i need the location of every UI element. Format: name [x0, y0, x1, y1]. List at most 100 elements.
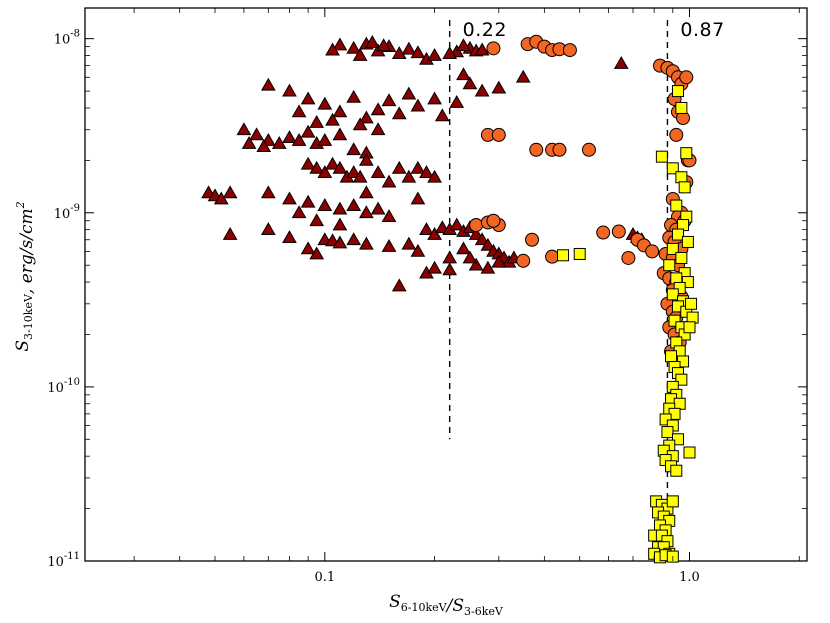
triangles-point-73 — [419, 165, 434, 179]
triangles-point-43 — [491, 80, 507, 94]
squares-point-18 — [673, 281, 686, 294]
triangles-point-20 — [282, 83, 297, 97]
triangles-point-97 — [309, 246, 325, 260]
triangles-point-6 — [352, 48, 368, 61]
triangles-point-120 — [456, 241, 471, 255]
data-points — [201, 34, 699, 564]
squares-point-42 — [671, 433, 684, 446]
triangles-point-71 — [401, 169, 417, 183]
circles-point-8 — [491, 127, 506, 142]
triangles-point-93 — [222, 227, 238, 240]
triangles-point-17 — [456, 38, 471, 52]
squares-point-73 — [685, 297, 698, 310]
triangles-point-69 — [381, 174, 397, 188]
squares-point-11 — [681, 235, 694, 248]
triangles-point-100 — [332, 235, 348, 249]
triangles-point-128 — [442, 262, 458, 276]
triangles-point-22 — [317, 96, 333, 110]
triangles-point-34 — [309, 114, 325, 128]
triangles-point-105 — [419, 222, 434, 236]
reference-line-label-1: 0.87 — [680, 19, 724, 41]
triangles-point-79 — [282, 191, 297, 205]
triangles-point-45 — [236, 122, 252, 136]
triangles-point-50 — [291, 133, 307, 146]
triangles-point-39 — [449, 94, 465, 108]
triangles-point-21 — [300, 91, 316, 105]
triangles-point-94 — [260, 222, 276, 236]
circles-point-25 — [645, 244, 660, 259]
triangles-point-41 — [456, 67, 471, 81]
triangles-point-68 — [370, 165, 386, 179]
triangles-point-11 — [410, 45, 426, 59]
triangles-point-10 — [401, 41, 417, 55]
squares-point-7 — [670, 199, 683, 212]
triangles-point-63 — [332, 160, 348, 174]
axis-ticks: 0.1 1.0 10-11 10-10 10-9 10-8 — [47, 8, 807, 585]
triangles-point-59 — [300, 156, 316, 170]
squares-point-41 — [661, 426, 674, 439]
triangles-point-125 — [391, 278, 407, 292]
squares-point-46 — [683, 446, 696, 459]
squares-point-19 — [666, 288, 679, 301]
squares-point-1 — [675, 101, 688, 114]
triangles-point-0 — [332, 37, 348, 51]
squares-point-53 — [666, 495, 679, 508]
triangles-point-85 — [370, 201, 386, 215]
squares-point-14 — [663, 259, 676, 272]
triangles-point-60 — [309, 160, 325, 174]
squares-point-10 — [671, 228, 684, 241]
triangles-point-84 — [358, 205, 374, 219]
triangles-point-19 — [474, 42, 490, 56]
triangles-point-83 — [346, 198, 362, 211]
triangles-point-66 — [352, 169, 368, 183]
triangles-point-51 — [300, 124, 316, 138]
triangles-point-131 — [613, 55, 629, 69]
triangles-point-27 — [381, 93, 397, 107]
triangles-point-40 — [462, 76, 478, 90]
triangles-point-89 — [358, 185, 374, 199]
triangles-point-96 — [300, 241, 316, 255]
squares-point-49 — [670, 464, 683, 477]
squares-point-3 — [655, 150, 668, 163]
squares-point-36 — [673, 397, 686, 410]
triangles-point-67 — [358, 152, 374, 166]
triangles-point-7 — [364, 35, 380, 48]
triangles-point-18 — [442, 46, 458, 60]
squares-point-0 — [671, 85, 684, 98]
circles-point-13 — [469, 218, 484, 233]
triangles-point-56 — [256, 139, 272, 152]
circles-point-20 — [596, 225, 611, 240]
triangles-point-104 — [401, 236, 417, 250]
triangles-point-42 — [474, 83, 490, 97]
triangles-point-46 — [249, 127, 264, 141]
squares-point-5 — [675, 171, 688, 184]
x-tick-label-1: 1.0 — [679, 570, 700, 585]
triangles-point-113 — [474, 232, 490, 246]
triangles-point-91 — [309, 213, 325, 227]
triangles-point-57 — [346, 142, 362, 156]
triangles-point-106 — [427, 227, 442, 240]
triangles-point-102 — [358, 236, 374, 250]
triangles-point-122 — [468, 257, 484, 271]
circles-point-22 — [621, 250, 636, 265]
triangles-point-81 — [317, 198, 333, 211]
triangles-point-61 — [317, 165, 333, 179]
circles-point-34 — [669, 127, 684, 142]
triangles-point-87 — [291, 205, 307, 219]
triangles-point-32 — [260, 77, 276, 91]
triangles-point-26 — [370, 102, 386, 116]
triangles-point-35 — [325, 112, 340, 126]
triangles-point-80 — [300, 194, 316, 208]
triangles-point-86 — [381, 209, 397, 223]
triangles-point-36 — [352, 117, 368, 131]
squares-point-6 — [678, 181, 691, 194]
triangles-point-37 — [370, 122, 386, 136]
circles-point-6 — [562, 43, 577, 58]
triangles-point-92 — [332, 217, 348, 231]
triangles-point-31 — [434, 108, 450, 122]
triangles-point-38 — [401, 86, 417, 100]
triangles-point-9 — [325, 42, 340, 56]
circles-point-11 — [552, 142, 567, 157]
triangles-point-101 — [346, 232, 362, 246]
triangles-point-13 — [427, 48, 442, 61]
